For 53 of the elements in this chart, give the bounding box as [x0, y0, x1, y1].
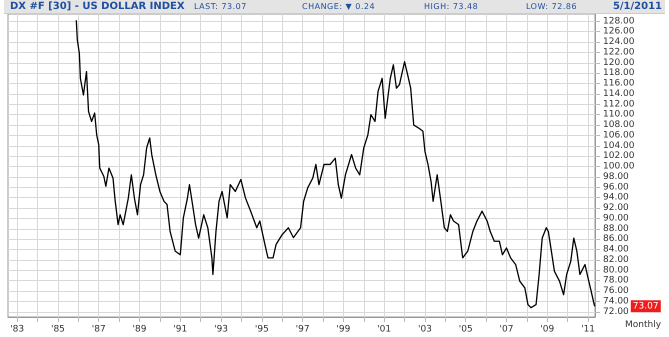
x-tick-label: '89 — [132, 324, 147, 334]
x-tick-label: '95 — [254, 324, 269, 334]
y-tick-label: 102.00 — [603, 151, 635, 162]
text: Monthly — [625, 320, 662, 330]
y-tick-label: 96.00 — [603, 182, 630, 192]
y-tick-label: 88.00 — [603, 224, 630, 234]
x-tick-label: '91 — [173, 324, 188, 334]
x-tick-label: '05 — [458, 324, 473, 334]
y-tick-label: 98.00 — [603, 172, 630, 182]
x-tick-label: '85 — [50, 324, 65, 334]
y-tick-label: 128.00 — [603, 16, 635, 26]
y-tick-label: 110.00 — [603, 110, 635, 120]
y-tick-label: 100.00 — [603, 162, 635, 172]
text: 73.07 — [632, 301, 659, 312]
y-tick-label: 90.00 — [603, 213, 630, 224]
y-tick-label: 112.00 — [603, 99, 635, 110]
text: 5/1/2011 — [612, 0, 662, 13]
y-tick-label: 78.00 — [603, 276, 630, 286]
text: LAST: 73.07 — [194, 1, 247, 13]
y-tick-label: 94.00 — [603, 192, 630, 203]
y-tick-label: 82.00 — [603, 254, 630, 265]
text: HIGH: 73.48 — [424, 1, 478, 13]
chart-title: DX #F [30] - US DOLLAR INDEX — [10, 0, 185, 13]
y-tick-label: 92.00 — [603, 203, 630, 214]
x-tick-label: '11 — [581, 324, 596, 334]
y-tick-label: 126.00 — [603, 26, 635, 37]
x-tick-label: '03 — [418, 324, 432, 334]
y-tick-label: 116.00 — [603, 78, 635, 89]
text: CHANGE: ▼ 0.24 — [302, 1, 376, 13]
y-tick-label: 74.00 — [603, 296, 630, 306]
y-tick-label: 72.00 — [603, 306, 630, 317]
y-tick-label: 106.00 — [603, 130, 635, 140]
x-tick-label: '07 — [500, 324, 514, 334]
text: LOW: 72.86 — [526, 1, 578, 13]
x-tick-label: '09 — [540, 324, 555, 334]
y-tick-label: 104.00 — [603, 140, 635, 151]
x-tick-label: '97 — [296, 324, 310, 334]
y-tick-label: 118.00 — [603, 68, 635, 78]
y-tick-label: 120.00 — [603, 58, 635, 68]
y-tick-label: 84.00 — [603, 244, 630, 255]
x-tick-label: '01 — [377, 324, 392, 334]
x-tick-label: '99 — [336, 324, 351, 334]
x-tick-label: '83 — [10, 324, 24, 334]
y-tick-label: 76.00 — [603, 286, 630, 296]
y-tick-label: 86.00 — [603, 234, 630, 244]
line-series — [76, 20, 596, 308]
x-tick-label: '93 — [214, 324, 228, 334]
y-tick-label: 114.00 — [603, 88, 635, 99]
y-tick-label: 108.00 — [603, 120, 635, 130]
y-tick-label: 124.00 — [603, 37, 635, 48]
x-tick-label: '87 — [92, 324, 106, 334]
y-tick-label: 80.00 — [603, 265, 630, 276]
y-tick-label: 122.00 — [603, 47, 635, 58]
